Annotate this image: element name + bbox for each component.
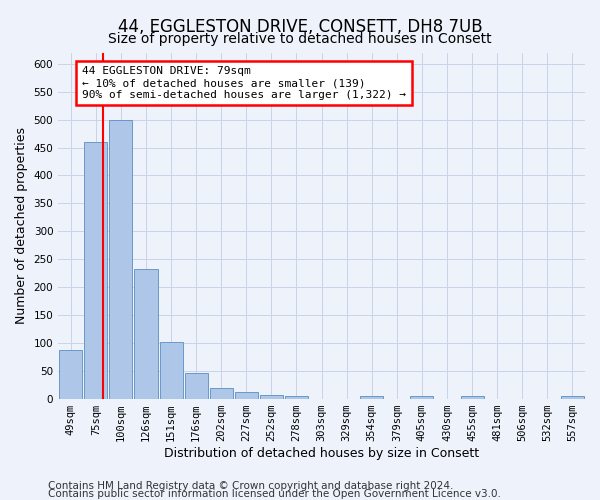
Bar [209, 388, 233, 399]
Text: 44 EGGLESTON DRIVE: 79sqm
← 10% of detached houses are smaller (139)
90% of semi: 44 EGGLESTON DRIVE: 79sqm ← 10% of detac… [82, 66, 406, 100]
Bar [260, 394, 283, 399]
Y-axis label: Number of detached properties: Number of detached properties [15, 128, 28, 324]
Bar [285, 396, 308, 399]
Bar [235, 392, 258, 399]
Bar [461, 396, 484, 399]
Bar [160, 342, 182, 399]
Bar [410, 396, 433, 399]
Text: Contains HM Land Registry data © Crown copyright and database right 2024.: Contains HM Land Registry data © Crown c… [48, 481, 454, 491]
Bar [185, 373, 208, 399]
Text: Size of property relative to detached houses in Consett: Size of property relative to detached ho… [108, 32, 492, 46]
Bar [561, 396, 584, 399]
Bar [59, 350, 82, 399]
Text: Contains public sector information licensed under the Open Government Licence v3: Contains public sector information licen… [48, 489, 501, 499]
Bar [134, 269, 158, 399]
X-axis label: Distribution of detached houses by size in Consett: Distribution of detached houses by size … [164, 447, 479, 460]
Bar [109, 120, 133, 399]
Bar [360, 396, 383, 399]
Text: 44, EGGLESTON DRIVE, CONSETT, DH8 7UB: 44, EGGLESTON DRIVE, CONSETT, DH8 7UB [118, 18, 482, 36]
Bar [84, 142, 107, 399]
